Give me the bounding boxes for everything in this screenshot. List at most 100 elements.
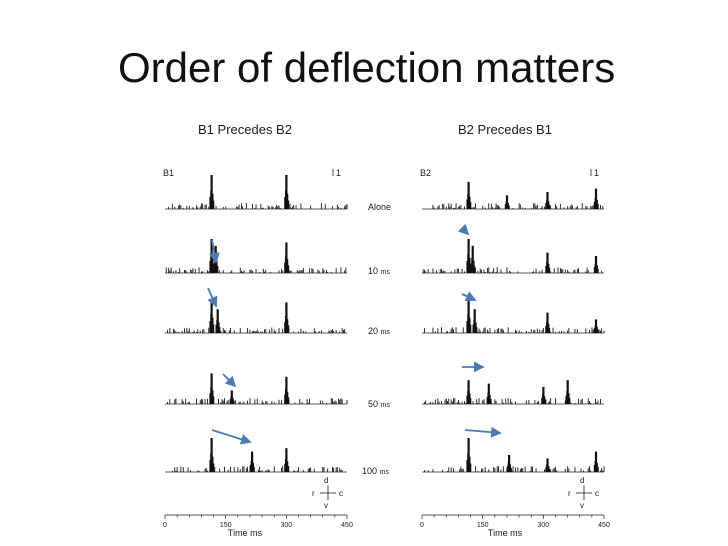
background-bin bbox=[228, 330, 230, 333]
background-bin bbox=[254, 331, 256, 333]
background-bin bbox=[233, 467, 235, 472]
background-bin bbox=[341, 327, 343, 333]
peak-shoulder-bin bbox=[287, 200, 290, 209]
background-bin bbox=[482, 205, 484, 209]
background-bin bbox=[186, 205, 188, 209]
background-bin bbox=[271, 206, 273, 209]
background-bin bbox=[332, 329, 333, 333]
peak-shoulder-bin bbox=[467, 453, 469, 472]
background-bin bbox=[282, 328, 284, 333]
peak-shoulder-bin bbox=[548, 204, 551, 210]
background-bin bbox=[483, 328, 485, 333]
peak-shoulder-bin bbox=[212, 317, 214, 333]
background-bin bbox=[207, 270, 208, 273]
background-bin bbox=[247, 328, 248, 333]
background-bin bbox=[332, 398, 333, 404]
background-bin bbox=[255, 204, 257, 209]
peak-shoulder-bin bbox=[594, 197, 596, 209]
background-bin bbox=[528, 331, 530, 333]
background-bin bbox=[185, 270, 187, 273]
background-bin bbox=[202, 271, 204, 273]
background-bin bbox=[227, 399, 229, 404]
peak-shoulder-bin bbox=[218, 322, 220, 333]
background-bin bbox=[441, 400, 442, 404]
histogram-row bbox=[165, 175, 348, 210]
peak-shoulder-bin bbox=[213, 396, 215, 405]
background-bin bbox=[472, 207, 474, 209]
background-bin bbox=[256, 329, 258, 333]
background-bin bbox=[600, 399, 601, 404]
background-bin bbox=[301, 269, 303, 273]
background-bin bbox=[321, 330, 322, 333]
background-bin bbox=[238, 204, 240, 209]
background-bin bbox=[586, 267, 588, 273]
background-bin bbox=[581, 203, 583, 209]
right-direction-key: d r c v bbox=[568, 476, 599, 510]
background-bin bbox=[580, 468, 582, 472]
background-bin bbox=[170, 267, 172, 273]
background-bin bbox=[430, 402, 431, 404]
background-bin bbox=[550, 469, 552, 472]
background-bin bbox=[592, 205, 594, 209]
background-bin bbox=[254, 399, 256, 404]
right-channel-label: B2 bbox=[420, 168, 431, 178]
background-bin bbox=[578, 268, 579, 273]
background-bin bbox=[568, 328, 570, 333]
left-scale-mark: 1 bbox=[332, 168, 341, 178]
peak-shoulder-bin bbox=[596, 462, 598, 472]
background-bin bbox=[522, 207, 524, 209]
background-bin bbox=[336, 467, 338, 472]
peak-shoulder-bin bbox=[285, 256, 287, 273]
background-bin bbox=[427, 269, 429, 273]
background-bin bbox=[266, 401, 268, 404]
background-bin bbox=[437, 398, 439, 404]
background-bin bbox=[585, 328, 587, 333]
peak-shoulder-bin bbox=[466, 395, 468, 404]
background-bin bbox=[479, 268, 481, 273]
peak-shoulder-bin bbox=[504, 204, 507, 209]
peak-shoulder-bin bbox=[466, 321, 468, 333]
background-bin bbox=[424, 269, 425, 273]
background-bin bbox=[165, 267, 167, 273]
background-bin bbox=[242, 402, 244, 404]
background-bin bbox=[319, 400, 321, 404]
background-bin bbox=[221, 399, 223, 404]
background-bin bbox=[487, 268, 488, 273]
peak-shoulder-bin bbox=[473, 319, 475, 333]
peak-shoulder-bin bbox=[217, 266, 219, 273]
background-bin bbox=[555, 331, 556, 333]
background-bin bbox=[478, 328, 480, 333]
background-bin bbox=[260, 203, 262, 209]
background-bin bbox=[477, 402, 479, 404]
background-bin bbox=[496, 328, 498, 333]
peak-shoulder-bin bbox=[471, 258, 473, 273]
peak-shoulder-bin bbox=[287, 325, 290, 333]
background-bin bbox=[243, 270, 245, 273]
background-bin bbox=[262, 268, 264, 273]
background-bin bbox=[568, 468, 570, 472]
background-bin bbox=[252, 331, 253, 333]
peak-shoulder-bin bbox=[287, 466, 290, 472]
background-bin bbox=[553, 467, 555, 472]
peak-shoulder-bin bbox=[596, 265, 598, 273]
background-bin bbox=[475, 267, 476, 273]
background-bin bbox=[278, 205, 280, 209]
background-bin bbox=[482, 468, 484, 472]
response-peak bbox=[487, 383, 490, 404]
background-bin bbox=[479, 330, 481, 333]
response-peak bbox=[546, 458, 549, 472]
background-bin bbox=[273, 466, 275, 472]
background-bin bbox=[204, 399, 206, 404]
background-bin bbox=[299, 399, 301, 404]
peak-shoulder-bin bbox=[594, 263, 596, 274]
background-bin bbox=[488, 331, 490, 333]
background-bin bbox=[573, 270, 575, 273]
background-bin bbox=[197, 329, 199, 333]
background-bin bbox=[494, 467, 496, 472]
background-bin bbox=[193, 330, 195, 333]
peak-shoulder-bin bbox=[475, 322, 477, 333]
response-peak bbox=[285, 302, 288, 333]
response-peak bbox=[546, 252, 549, 273]
background-bin bbox=[591, 206, 593, 209]
background-bin bbox=[540, 207, 542, 209]
